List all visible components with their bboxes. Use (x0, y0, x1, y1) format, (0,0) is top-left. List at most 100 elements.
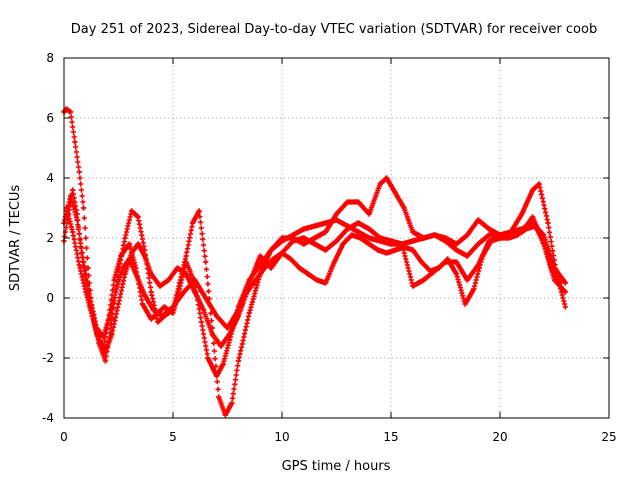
data-point (453, 271, 459, 277)
data-point (113, 286, 119, 292)
data-point (150, 307, 156, 313)
data-point (464, 253, 470, 259)
data-point (183, 253, 189, 259)
data-point (549, 268, 555, 274)
x-tick-label: 20 (492, 430, 507, 444)
data-point (102, 349, 109, 355)
data-point (427, 268, 433, 274)
data-point (214, 313, 220, 319)
data-point (323, 229, 329, 235)
data-point (377, 181, 383, 187)
data-point (418, 259, 425, 265)
data-point (475, 241, 481, 247)
data-point (312, 223, 318, 229)
data-point (323, 247, 329, 253)
data-point (523, 226, 529, 232)
data-point (506, 235, 512, 241)
series-markers (61, 106, 568, 418)
x-axis-label: GPS time / hours (282, 459, 391, 474)
data-point (475, 217, 481, 223)
data-point (70, 229, 76, 235)
data-point (545, 220, 551, 226)
data-point (174, 265, 180, 271)
chart-title: Day 251 of 2023, Sidereal Day-to-day VTE… (71, 22, 597, 37)
data-point (148, 316, 154, 322)
data-point (442, 235, 449, 241)
data-point (142, 292, 148, 298)
data-point (200, 307, 207, 313)
data-point (357, 235, 364, 241)
data-point (120, 265, 126, 271)
data-point (471, 286, 477, 292)
data-point (209, 331, 215, 337)
data-point (401, 205, 407, 211)
data-point (479, 253, 486, 259)
data-point (67, 193, 74, 199)
data-point (333, 211, 340, 217)
data-point (89, 313, 95, 319)
data-point (301, 235, 307, 241)
data-point (384, 250, 390, 256)
data-point (135, 214, 141, 220)
data-point (166, 277, 172, 283)
data-point (355, 199, 361, 205)
data-point (366, 235, 372, 241)
data-point (218, 343, 224, 349)
y-tick-label: 2 (46, 231, 54, 245)
data-point (111, 277, 117, 283)
data-point (305, 271, 311, 277)
data-point (126, 241, 132, 247)
data-point (205, 355, 211, 361)
data-point (96, 337, 102, 343)
data-point (349, 232, 355, 238)
plot-frame (63, 57, 610, 419)
data-point (227, 331, 233, 337)
data-point (410, 238, 416, 244)
data-point (74, 217, 80, 223)
data-point (170, 304, 176, 310)
y-tick-label: -2 (42, 351, 54, 365)
data-point (220, 361, 226, 367)
data-point (159, 313, 165, 319)
data-point (100, 334, 106, 340)
data-point (421, 235, 427, 241)
data-point (519, 211, 525, 217)
data-point (115, 301, 122, 307)
data-point (462, 301, 468, 307)
data-point (268, 247, 274, 253)
data-point (235, 358, 241, 364)
y-tick-label: 6 (46, 111, 54, 125)
data-point (181, 289, 187, 295)
data-point (558, 280, 564, 286)
y-tick-label: 0 (46, 291, 54, 305)
data-point (76, 262, 82, 268)
data-point (229, 400, 235, 406)
data-point (421, 277, 427, 283)
data-point (109, 331, 115, 337)
data-point (486, 226, 492, 232)
data-point (562, 304, 568, 310)
data-point (445, 256, 451, 262)
data-point (70, 187, 76, 193)
x-tick-label: 10 (274, 430, 289, 444)
data-point (410, 229, 416, 235)
data-point (203, 295, 209, 301)
data-point (384, 175, 390, 181)
data-point (139, 301, 146, 307)
data-point (355, 229, 361, 235)
data-point (76, 169, 82, 175)
data-point (562, 289, 568, 295)
data-point (161, 304, 167, 310)
data-point (253, 277, 259, 283)
data-point (514, 232, 521, 238)
data-point (410, 247, 416, 253)
data-point (142, 253, 148, 259)
data-point (157, 283, 163, 289)
data-point (198, 319, 204, 325)
data-point (122, 271, 128, 277)
data-point (148, 271, 154, 277)
data-point (453, 259, 459, 265)
data-point (355, 220, 361, 226)
data-point (453, 241, 459, 247)
data-point (244, 289, 250, 295)
